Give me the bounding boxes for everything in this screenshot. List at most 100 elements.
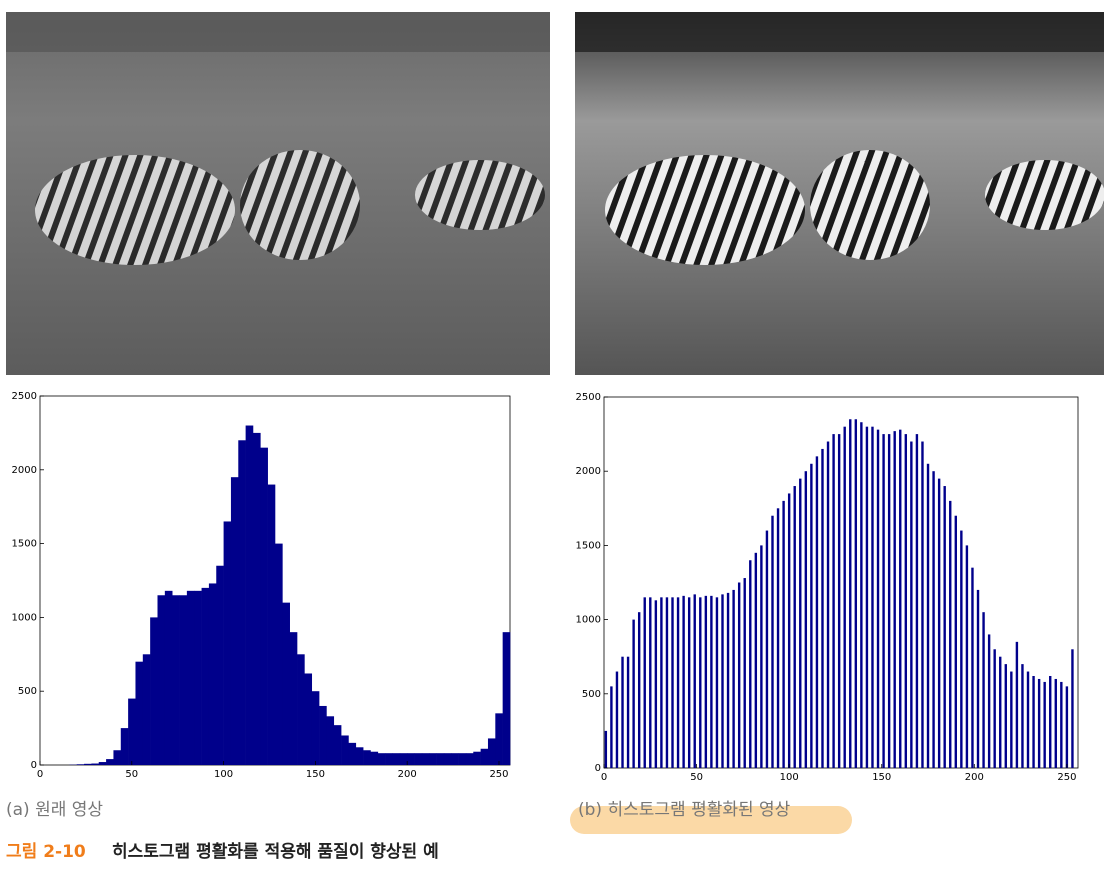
bar [954, 515, 957, 768]
bar [921, 441, 924, 768]
bar [837, 434, 841, 768]
bar [737, 582, 741, 768]
bar [793, 486, 796, 768]
bar [150, 617, 158, 765]
bar [615, 671, 619, 768]
bar [760, 545, 763, 768]
x-tick-label: 250 [489, 769, 508, 780]
bar [245, 425, 254, 765]
bar [843, 426, 846, 768]
bar [699, 597, 702, 768]
bar [201, 587, 210, 765]
bar [960, 530, 963, 768]
bar [230, 477, 239, 765]
bar [355, 747, 364, 765]
bar [194, 590, 202, 765]
bar [893, 431, 896, 768]
x-tick-label: 100 [214, 769, 233, 780]
bar [621, 656, 624, 768]
bar [726, 592, 730, 768]
bar [849, 419, 852, 768]
y-tick-label: 1000 [12, 612, 37, 623]
bar [965, 545, 969, 768]
bar [826, 441, 830, 768]
y-tick-label: 2500 [576, 392, 601, 403]
bar [275, 543, 283, 765]
bar [910, 441, 913, 768]
bar [937, 478, 941, 768]
bar [832, 434, 835, 768]
bar [765, 530, 769, 768]
y-tick-label: 2000 [12, 465, 37, 476]
bar [436, 753, 445, 765]
bar [311, 691, 320, 765]
bar [458, 753, 467, 765]
bar [682, 595, 685, 768]
bar [782, 500, 785, 768]
bar [932, 471, 935, 768]
bar [392, 753, 401, 765]
bar [304, 673, 313, 765]
bar [135, 661, 144, 765]
bar [421, 753, 430, 765]
bar [810, 463, 813, 768]
bar [429, 753, 437, 765]
bar [1037, 678, 1041, 768]
figure-text: 히스토그램 평활화를 적용해 품질이 향상된 예 [112, 841, 439, 862]
x-tick-label: 100 [780, 772, 799, 783]
bar [982, 612, 985, 768]
bar [76, 764, 85, 765]
bar [341, 735, 349, 765]
bar [1026, 671, 1030, 768]
figure-number: 그림 2-10 [6, 842, 86, 862]
bar [693, 594, 696, 768]
bar [1015, 641, 1019, 768]
y-tick-label: 500 [582, 689, 601, 700]
bar [1010, 671, 1013, 768]
bar [1021, 664, 1024, 768]
bar [260, 447, 268, 765]
bar [854, 419, 858, 768]
bar [348, 742, 357, 765]
bar [671, 597, 674, 768]
y-tick-label: 1500 [576, 540, 601, 551]
bar [157, 595, 166, 765]
bar [626, 656, 630, 768]
bar [721, 594, 724, 768]
bar [637, 612, 641, 768]
y-tick-label: 1000 [576, 615, 601, 626]
bar [1032, 675, 1035, 768]
bar [904, 434, 908, 768]
bar [297, 654, 305, 765]
bar [804, 471, 808, 768]
bar [1071, 649, 1074, 768]
y-tick-label: 0 [595, 763, 601, 774]
bar [771, 515, 774, 768]
bar [926, 463, 930, 768]
bar [1043, 681, 1046, 768]
bar [860, 422, 863, 768]
bar [687, 597, 691, 768]
caption: (b) 히스토그램 평활화된 영상 [578, 800, 791, 820]
bar [749, 560, 752, 768]
bar [776, 508, 780, 768]
bar [643, 597, 646, 768]
bar [754, 552, 758, 768]
bar [326, 716, 335, 765]
bar [1054, 678, 1057, 768]
x-tick-label: 150 [872, 772, 891, 783]
bar [465, 753, 474, 765]
bar [715, 597, 719, 768]
bar [871, 426, 874, 768]
bar [1004, 664, 1007, 768]
x-tick-label: 50 [125, 769, 138, 780]
bar [882, 434, 885, 768]
bar [120, 728, 129, 765]
bar [172, 595, 180, 765]
bar [610, 686, 613, 768]
y-tick-label: 500 [18, 686, 37, 697]
bar [333, 725, 342, 765]
x-tick-label: 0 [37, 769, 43, 780]
photo-equalized [575, 12, 1104, 375]
bar [987, 634, 991, 768]
